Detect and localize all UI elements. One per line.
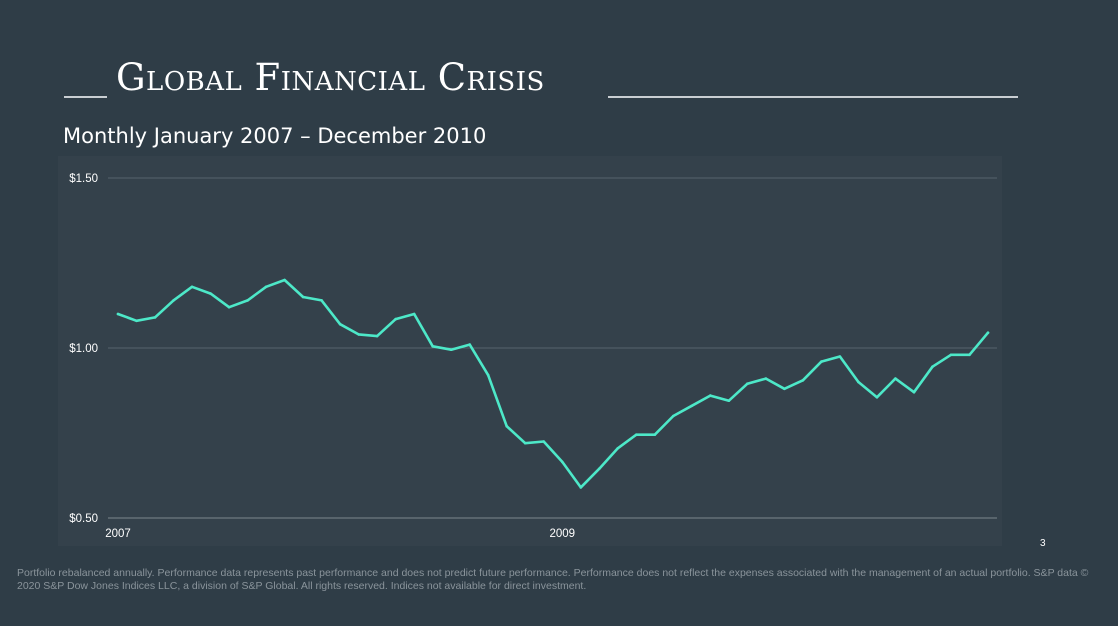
plot-area xyxy=(58,156,1002,546)
grid-layer xyxy=(108,177,997,519)
data-point xyxy=(542,440,546,443)
series-layer xyxy=(116,278,990,489)
y-tick-label: $1.00 xyxy=(69,343,98,355)
title-rule-right xyxy=(608,96,1018,98)
page-number: 3 xyxy=(1040,538,1046,549)
data-point xyxy=(523,441,527,445)
data-point xyxy=(227,305,231,309)
data-point xyxy=(727,399,731,403)
x-tick-label: 2007 xyxy=(105,528,131,540)
chart-subtitle: Monthly January 2007 – December 2010 xyxy=(63,124,487,148)
title-row: Global Financial Crisis xyxy=(64,56,1018,100)
data-point xyxy=(931,365,934,369)
data-point xyxy=(857,380,860,384)
data-point xyxy=(597,467,601,471)
x-tick-label: 2009 xyxy=(549,528,575,540)
data-point xyxy=(616,447,620,450)
data-point xyxy=(801,379,805,382)
data-point xyxy=(190,285,194,289)
data-point xyxy=(579,486,583,489)
data-point xyxy=(653,433,657,437)
data-point xyxy=(764,377,768,380)
data-point xyxy=(375,334,379,338)
data-point xyxy=(838,355,842,358)
data-point xyxy=(505,424,509,428)
data-point xyxy=(172,299,175,302)
data-point xyxy=(412,312,416,316)
data-point xyxy=(709,394,712,397)
data-point xyxy=(153,316,157,319)
data-point xyxy=(394,317,397,321)
data-point xyxy=(449,348,453,352)
data-point xyxy=(560,460,564,464)
data-point xyxy=(264,285,268,289)
data-point xyxy=(116,312,120,316)
data-point xyxy=(634,433,638,437)
data-point xyxy=(912,390,916,394)
data-point xyxy=(875,396,879,399)
data-point xyxy=(357,333,360,336)
page-title: Global Financial Crisis xyxy=(116,56,545,99)
y-axis-ticks: $1.50 $1.00 $0.50 xyxy=(69,173,98,525)
data-point xyxy=(431,345,434,348)
data-point xyxy=(672,414,675,418)
data-point xyxy=(949,353,953,357)
x-axis-ticks: 2007 2009 xyxy=(105,528,575,540)
title-rule-left xyxy=(64,96,107,98)
data-point xyxy=(746,382,749,386)
data-point xyxy=(246,299,249,302)
data-point xyxy=(135,319,138,323)
series-line xyxy=(116,278,990,489)
y-tick-label: $0.50 xyxy=(69,513,98,525)
data-point xyxy=(283,278,286,282)
data-point xyxy=(820,360,823,363)
data-point xyxy=(486,373,490,377)
data-point xyxy=(968,353,971,357)
data-point xyxy=(301,295,305,299)
data-point xyxy=(338,322,342,326)
y-tick-label: $1.50 xyxy=(69,173,98,185)
data-point xyxy=(783,387,786,391)
data-point xyxy=(986,331,990,335)
data-point xyxy=(690,404,694,408)
data-point xyxy=(468,343,472,346)
footnote: Portfolio rebalanced annually. Performan… xyxy=(17,567,1089,592)
data-point xyxy=(209,292,212,295)
data-point xyxy=(894,377,897,380)
data-point xyxy=(320,299,323,302)
